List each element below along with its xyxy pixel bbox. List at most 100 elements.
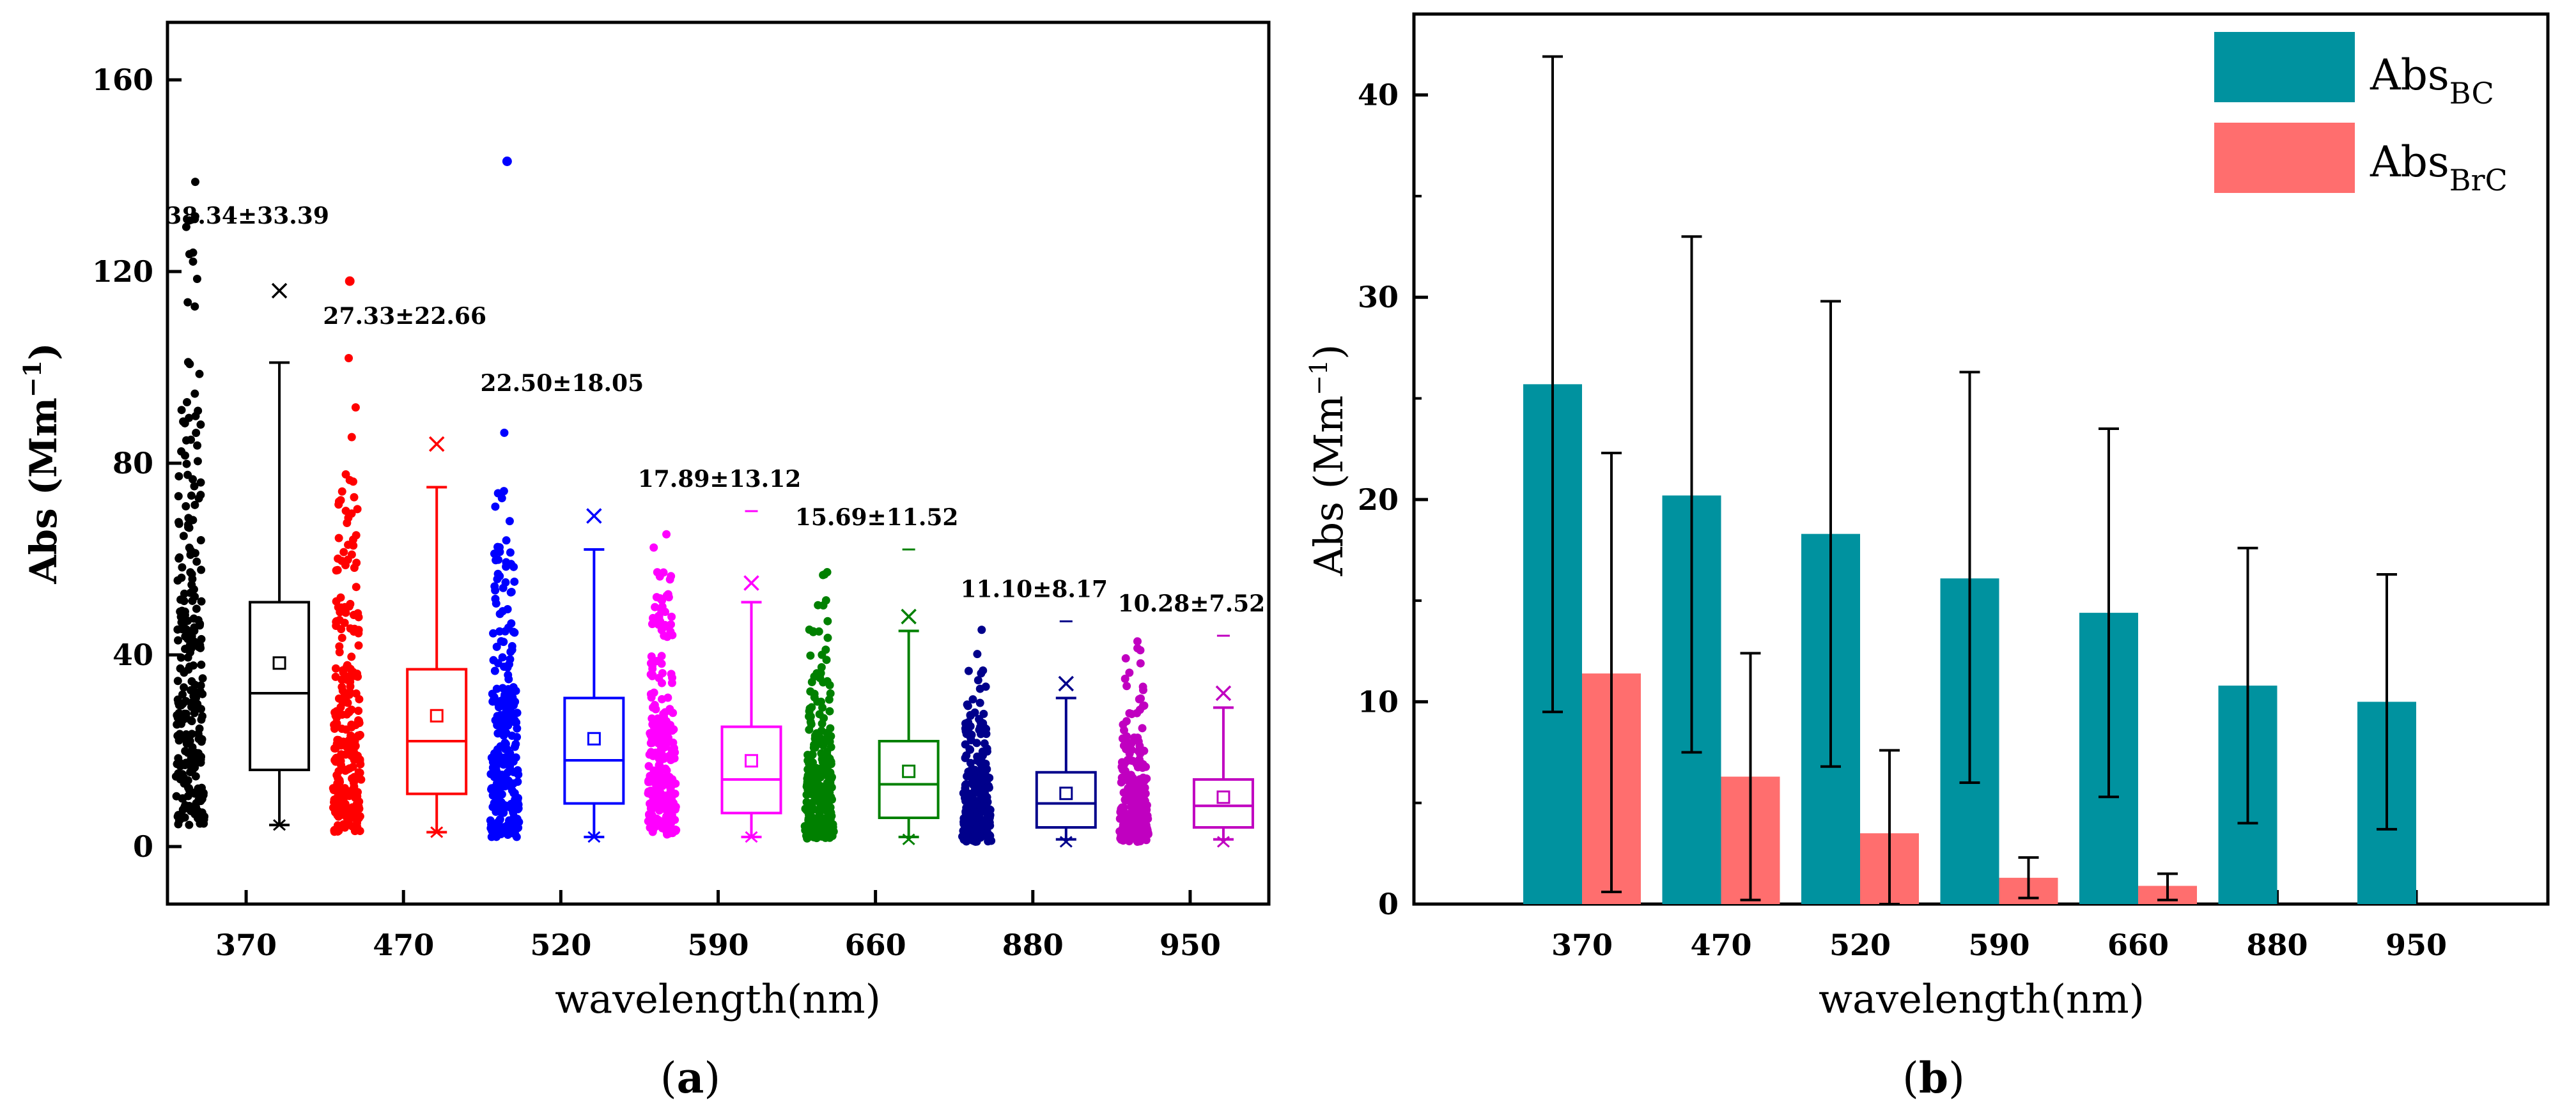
scatter-point [652, 593, 661, 602]
scatter-point [494, 703, 503, 712]
outlier-point [345, 276, 355, 286]
scatter-point [513, 824, 522, 833]
scatter-point [1125, 749, 1134, 758]
scatter-point [508, 702, 517, 710]
legend-swatch-absbrc [2214, 123, 2355, 193]
x-tick-label: 520 [530, 928, 591, 962]
scatter-point [511, 753, 520, 762]
scatter-point [188, 574, 197, 583]
scatter-point [981, 682, 990, 691]
scatter-point [350, 782, 359, 791]
panel-b-y-axis-label: Abs (Mm−1) [1305, 344, 1352, 577]
scatter-point [657, 659, 666, 668]
error-bar-AbsBrC-590 [2018, 856, 2039, 900]
panel-b-x-axis-label: wavelength(nm) [1819, 976, 2145, 1022]
scatter-point [346, 682, 355, 691]
scatter-point [818, 703, 827, 712]
scatter-point [190, 549, 199, 558]
scatter-point [659, 568, 668, 577]
scatter-point [339, 675, 348, 684]
box-370 [249, 282, 311, 831]
scatter-point [187, 435, 196, 444]
scatter-point [352, 751, 361, 760]
scatter-point [187, 491, 196, 500]
legend-label-absbc: AbsBC [2370, 50, 2494, 111]
scatter-point [649, 543, 658, 552]
scatter-point [651, 705, 660, 714]
scatter-point [655, 737, 663, 746]
scatter-point [490, 666, 499, 675]
scatter-point [336, 593, 345, 602]
scatter-point [174, 636, 183, 645]
mean-marker [745, 754, 758, 768]
legend-label-absbrc: AbsBrC [2370, 137, 2508, 197]
scatter-point [332, 566, 341, 575]
scatter-point [666, 792, 675, 801]
scatter-point [350, 772, 359, 781]
scatter-point [180, 668, 189, 677]
scatter-point [352, 583, 361, 592]
scatter-point [347, 652, 356, 661]
scatter-point [1118, 775, 1127, 784]
scatter-point [648, 739, 656, 748]
scatter-point [964, 666, 973, 675]
scatter-point [494, 555, 503, 564]
scatter-point [963, 825, 972, 834]
scatter-point [962, 730, 971, 739]
scatter-point [513, 709, 522, 718]
scatter-point [493, 659, 502, 668]
scatter-point [819, 827, 828, 836]
panel-a-x-axis-label: wavelength(nm) [555, 976, 881, 1022]
scatter-point [174, 492, 183, 501]
scatter-point [193, 441, 202, 450]
scatter-point [807, 775, 816, 784]
mean-marker [272, 656, 286, 670]
scatter-point [981, 775, 989, 784]
scatter-point [1131, 799, 1140, 808]
max-marker [586, 508, 602, 524]
scatter-point [190, 756, 199, 765]
scatter-point [968, 695, 977, 704]
scatter-point [173, 677, 182, 686]
scatter-point [510, 788, 519, 797]
scatter-point [338, 633, 346, 642]
scatter-point [180, 589, 189, 598]
scatter-point [966, 818, 975, 827]
scatter-point [1121, 654, 1130, 663]
scatter-point [506, 588, 515, 597]
y-tick-label: 10 [1358, 684, 1399, 719]
scatter-point [982, 821, 991, 830]
scatter-point [1133, 763, 1142, 772]
scatter-point [352, 689, 361, 698]
scatter-point [495, 816, 504, 825]
max-marker [428, 436, 445, 452]
stat-annotation: 17.89±13.12 [638, 466, 802, 493]
scatter-point [656, 792, 665, 801]
error-bar-AbsBC-370 [1542, 55, 1563, 714]
scatter-point [510, 577, 519, 586]
panel-b-x-axis: 370 470 520 590 660 880 950 [1551, 890, 2447, 962]
scatter-point [194, 406, 203, 415]
scatter-point [508, 645, 516, 654]
scatter-point [1125, 819, 1134, 828]
scatter-point [651, 603, 660, 611]
scatter-point [351, 742, 360, 751]
error-bar-AbsBC-950 [2377, 572, 2397, 831]
box-iqr [249, 601, 311, 771]
scatter-point [966, 735, 975, 744]
scatter-point [1136, 659, 1145, 668]
panel-a-y-axis: 0 40 80 120 160 [92, 63, 182, 864]
scatter-point [652, 768, 661, 777]
scatter-point [189, 257, 198, 266]
min-marker [902, 833, 915, 845]
scatter-point [192, 557, 201, 566]
scatter-point [667, 811, 676, 820]
error-bar-AbsBrC-520 [1879, 749, 1900, 905]
scatter-point [509, 808, 518, 817]
scatter-point [825, 813, 834, 822]
scatter-880 [958, 626, 996, 846]
scatter-point [655, 760, 664, 769]
scatter-point [190, 215, 199, 224]
scatter-point [347, 550, 356, 559]
scatter-point [488, 763, 497, 772]
